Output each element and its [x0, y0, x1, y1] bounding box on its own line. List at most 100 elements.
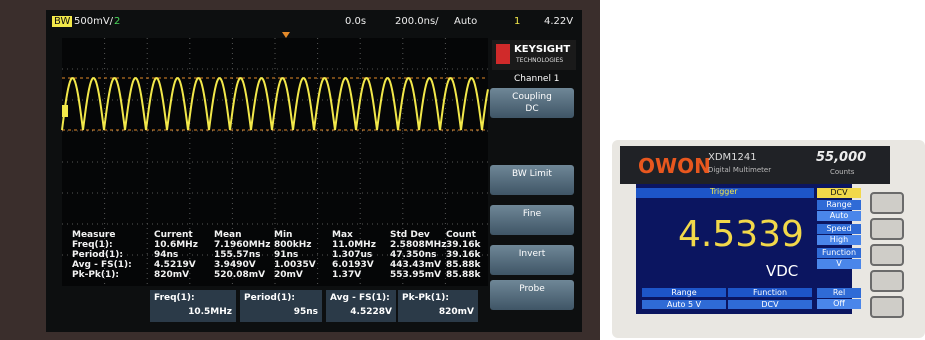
- time-offset: 0.0s: [345, 16, 366, 27]
- multimeter-header: OWON XDM1241 Digital Multimeter 55,000 C…: [620, 146, 890, 184]
- brand-box: KEYSIGHT TECHNOLOGIES: [492, 40, 576, 70]
- measure-header: Max: [332, 230, 353, 240]
- measure-name: Period(1):: [72, 250, 123, 260]
- bottom-label: Avg - FS(1):: [330, 293, 390, 303]
- measure-value: 1.307us: [332, 250, 372, 260]
- measure-value: 91ns: [274, 250, 298, 260]
- measure-header: Mean: [214, 230, 242, 240]
- measure-value: 800kHz: [274, 240, 312, 250]
- brand-logo: [496, 44, 510, 64]
- bottom-value: 10.5MHz: [188, 307, 232, 317]
- measure-value: 94ns: [154, 250, 178, 260]
- counts-label: Counts: [830, 168, 854, 176]
- menu-value: High: [817, 235, 861, 245]
- measure-header: Std Dev: [390, 230, 430, 240]
- menu-value: V: [817, 259, 861, 269]
- measure-value: 155.57ns: [214, 250, 261, 260]
- menu-label: Range: [817, 200, 861, 210]
- volt-scale: 500mV/: [74, 16, 113, 27]
- bottom-value: 820mV: [439, 307, 474, 317]
- footer-label: Function: [728, 288, 812, 297]
- footer-value: DCV: [728, 300, 812, 309]
- button[interactable]: [870, 192, 904, 214]
- footer-label: Range: [642, 288, 726, 297]
- bottom-label: Period(1):: [244, 293, 295, 303]
- brand: OWON: [638, 154, 711, 178]
- menu-value: Auto: [817, 211, 861, 221]
- measure-value: 39.16k: [446, 240, 480, 250]
- measure-value: 2.5808MHz: [390, 240, 446, 250]
- time-scale: 200.0ns/: [395, 16, 439, 27]
- bottom-measure: Period(1): 95ns: [240, 290, 322, 322]
- measure-value: 7.1960MHz: [214, 240, 270, 250]
- trigger-level: 4.22V: [544, 16, 573, 27]
- softkey-label: BW Limit: [490, 169, 574, 179]
- softkey-label: Fine: [490, 209, 574, 219]
- measure-header: Current: [154, 230, 193, 240]
- menu-label: Function: [817, 248, 861, 258]
- measure-value: 520.08mV: [214, 270, 265, 280]
- status: Trigger: [710, 187, 738, 196]
- measure-value: 3.9490V: [214, 260, 256, 270]
- bottom-value: 95ns: [294, 307, 318, 317]
- model: XDM1241: [708, 152, 757, 163]
- softkey-label: Probe: [490, 284, 574, 294]
- measure-value: 10.6MHz: [154, 240, 198, 250]
- measure-header: Measure: [72, 230, 115, 240]
- measure-name: Freq(1):: [72, 240, 113, 250]
- measure-header: Min: [274, 230, 292, 240]
- measure-value: 39.16k: [446, 250, 480, 260]
- channel-2: 2: [114, 16, 120, 27]
- brand-sub: TECHNOLOGIES: [516, 57, 563, 64]
- bottom-measure: Avg - FS(1): 4.5228V: [326, 290, 396, 322]
- counts: 55,000: [816, 150, 866, 165]
- softkey[interactable]: Fine: [490, 205, 574, 235]
- photo: BW 500mV/ 2 0.0s 200.0ns/ Auto 1 4.22V K…: [0, 0, 925, 340]
- button[interactable]: [870, 270, 904, 292]
- menu-label: Rel: [817, 288, 861, 298]
- model-sub: Digital Multimeter: [708, 166, 771, 174]
- reading: 4.5339: [678, 214, 804, 255]
- bottom-label: Freq(1):: [154, 293, 195, 303]
- softkey[interactable]: Probe: [490, 280, 574, 310]
- unit: VDC: [766, 262, 798, 280]
- button[interactable]: [870, 244, 904, 266]
- measure-value: 47.350ns: [390, 250, 437, 260]
- bottom-value: 4.5228V: [350, 307, 392, 317]
- bottom-label: Pk-Pk(1):: [402, 293, 449, 303]
- softkey-label: Invert: [490, 249, 574, 259]
- bottom-measure: Freq(1): 10.5MHz: [150, 290, 236, 322]
- footer-value: Auto 5 V: [642, 300, 726, 309]
- measure-value: 1.0035V: [274, 260, 316, 270]
- button[interactable]: [870, 296, 904, 318]
- menu-title: Channel 1: [514, 74, 560, 84]
- trigger-marker: [282, 32, 290, 38]
- button[interactable]: [870, 218, 904, 240]
- measure-value: 1.37V: [332, 270, 361, 280]
- softkey[interactable]: Invert: [490, 245, 574, 275]
- measure-value: 6.0193V: [332, 260, 374, 270]
- measure-header: Count: [446, 230, 476, 240]
- trigger-mode: Auto: [454, 16, 477, 27]
- measure-value: 20mV: [274, 270, 303, 280]
- trigger-channel: 1: [514, 16, 520, 27]
- scope-screen: BW 500mV/ 2 0.0s 200.0ns/ Auto 1 4.22V K…: [46, 10, 582, 332]
- softkey-value: DC: [490, 104, 574, 114]
- menu-label: Speed: [817, 224, 861, 234]
- channel-marker: [62, 105, 68, 117]
- bottom-measure: Pk-Pk(1): 820mV: [398, 290, 478, 322]
- measure-value: 85.88k: [446, 270, 480, 280]
- measure-value: 553.95mV: [390, 270, 441, 280]
- measure-value: 11.0MHz: [332, 240, 376, 250]
- brand-name: KEYSIGHT: [514, 44, 570, 55]
- channel-label: BW: [52, 16, 72, 27]
- menu-label: DCV: [817, 188, 861, 198]
- measure-name: Avg - FS(1):: [72, 260, 132, 270]
- measure-value: 4.5219V: [154, 260, 196, 270]
- multimeter: OWON XDM1241 Digital Multimeter 55,000 C…: [612, 140, 925, 338]
- oscilloscope: BW 500mV/ 2 0.0s 200.0ns/ Auto 1 4.22V K…: [0, 0, 600, 340]
- softkey[interactable]: BW Limit: [490, 165, 574, 195]
- measure-value: 820mV: [154, 270, 189, 280]
